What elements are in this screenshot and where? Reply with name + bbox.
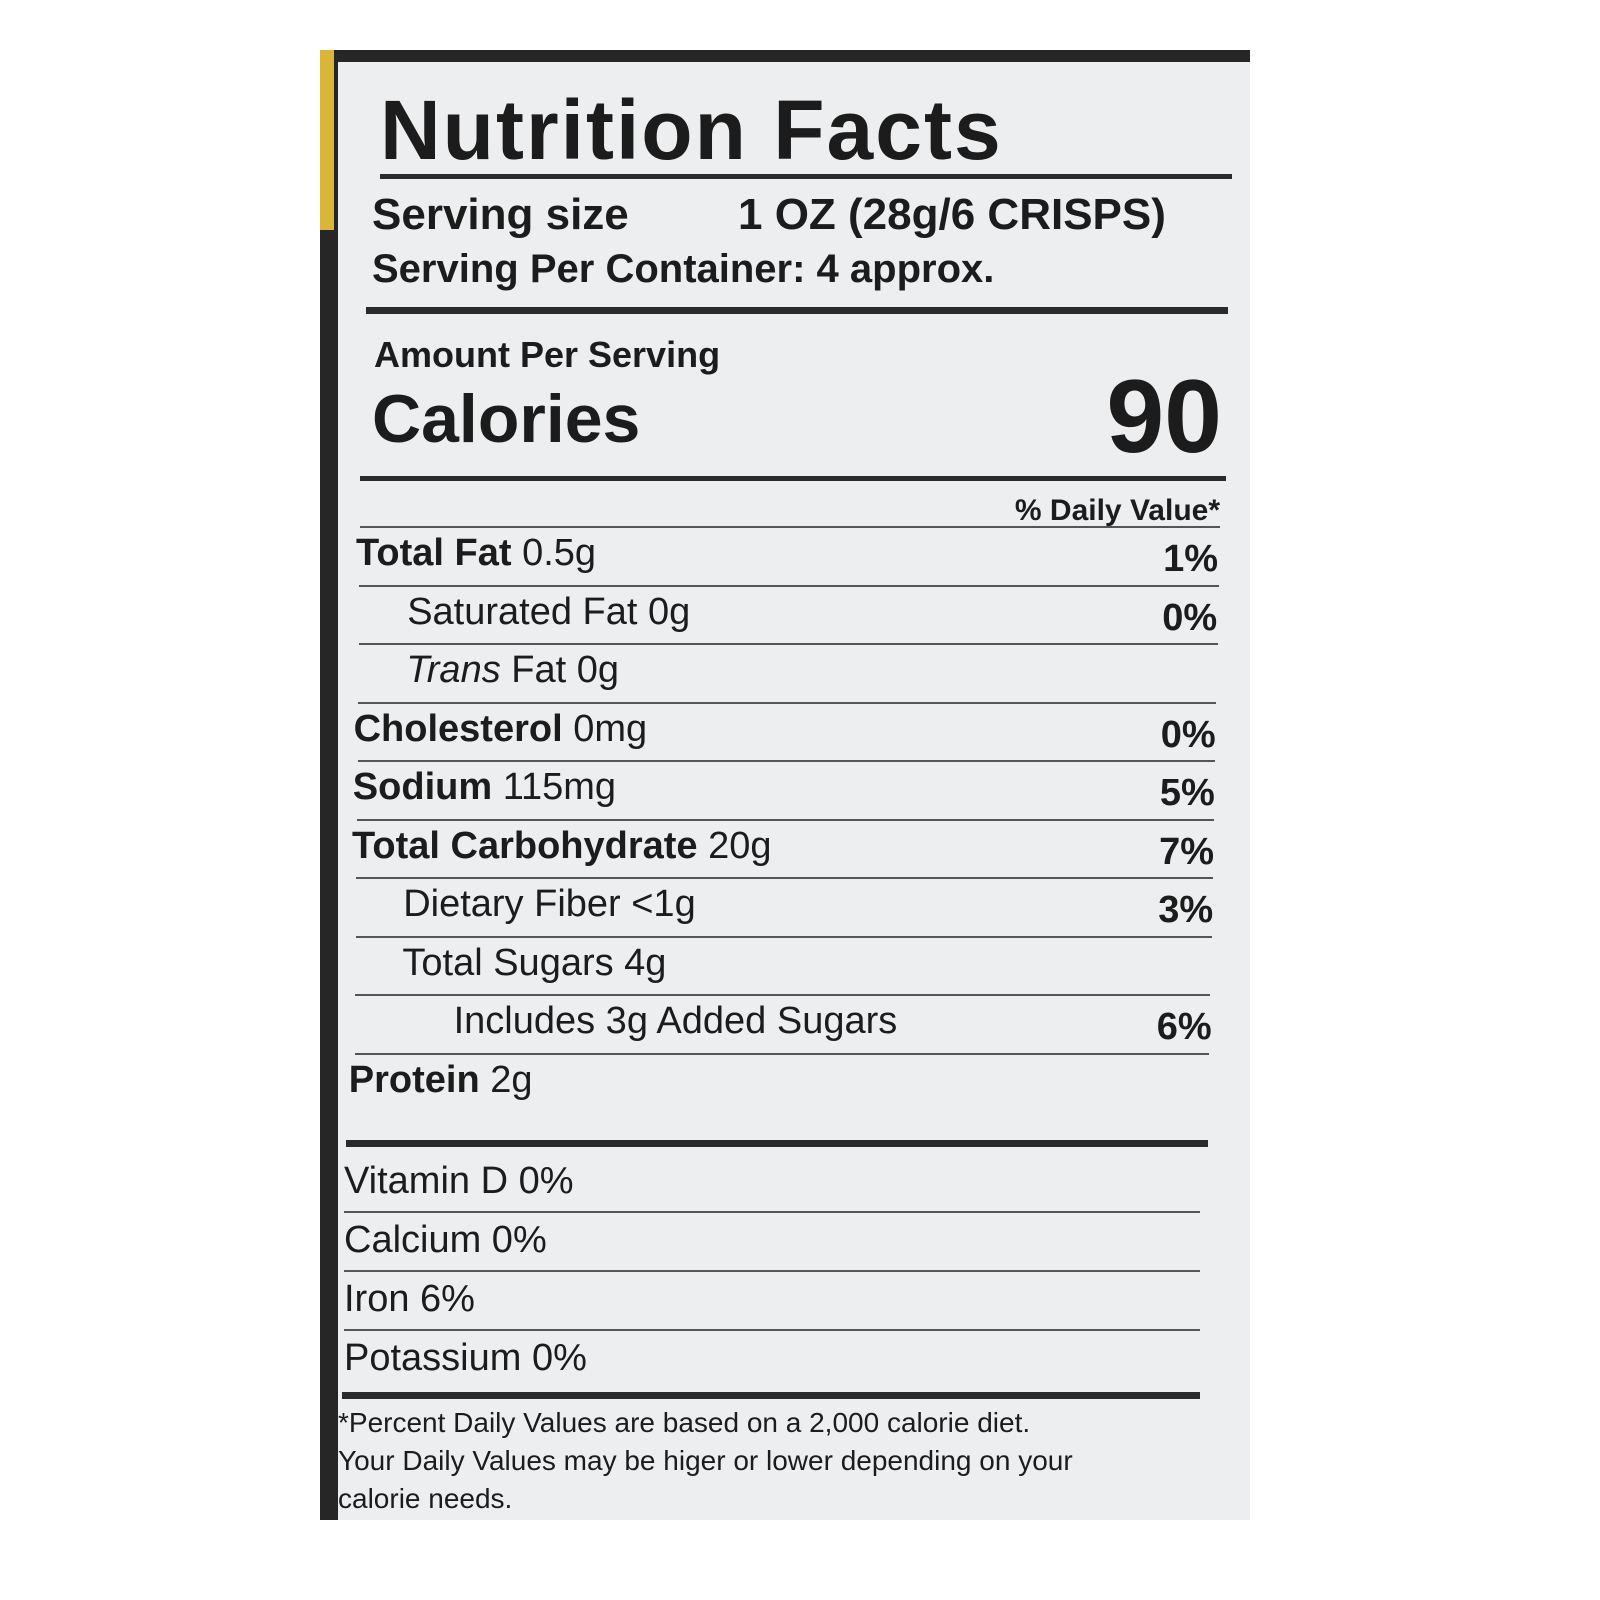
rule [355,994,1211,996]
package-edge [320,50,334,230]
nutrient-name: Total Sugars 4g [402,941,667,984]
nutrient-amount: 2g [490,1058,533,1101]
vitamin: Vitamin D 0% [344,1160,574,1202]
nutrient-italic: Trans [406,649,501,691]
footnote-line: *Percent Daily Values are based on a 2,0… [338,1407,1031,1438]
nutrition-label: Nutrition Facts Serving size 1 OZ (28g/6… [338,62,1250,1520]
daily-value: 1% [1163,538,1218,580]
rule [357,760,1216,762]
vitamin: Potassium 0% [344,1337,587,1379]
nutrient-row: Cholesterol 0mg [354,708,648,751]
daily-value-header: % Daily Value* [1014,494,1220,527]
nutrient-row: Dietary Fiber <1g [403,883,696,926]
calories-value: 90 [1106,359,1222,475]
calories-label: Calories [372,381,641,457]
vitamin: Calcium 0% [344,1219,547,1261]
rule [354,1052,1210,1055]
nutrient-row: Total Sugars 4g [402,942,666,985]
rule [342,1392,1200,1399]
nutrient-amount: 20g [708,824,772,867]
nutrient-name: Protein [348,1058,480,1101]
rule [366,307,1228,314]
rule [380,174,1232,179]
nutrient-amount: 0mg [573,707,648,750]
nutrient-name: Fat 0g [511,649,620,691]
nutrient-name: Saturated Fat 0g [407,590,691,633]
vitamin: Iron 6% [344,1278,475,1320]
nutrient-name: Cholesterol [353,707,563,750]
nutrient-row: Includes 3g Added Sugars [454,1000,898,1043]
label-frame: Nutrition Facts Serving size 1 OZ (28g/6… [320,50,1250,1520]
daily-value: 6% [1156,1006,1212,1048]
rule [360,526,1220,528]
rule [346,1140,1208,1147]
footnote-line: calorie needs. [338,1483,513,1514]
daily-value: 0% [1162,596,1218,639]
nutrient-row: Protein 2g [349,1059,533,1102]
rule [344,1211,1200,1213]
rule [356,877,1213,879]
daily-value: 3% [1158,889,1214,931]
rule [359,584,1219,587]
rule [344,1329,1200,1331]
rule [360,476,1226,481]
footnote-line: Your Daily Values may be higer or lower … [338,1445,1073,1476]
nutrient-row: Total Carbohydrate 20g [352,825,772,868]
nutrient-row: Saturated Fat 0g [407,591,690,634]
rule [358,701,1217,704]
servings-per-container: Serving Per Container: 4 approx. [372,247,995,291]
nutrient-amount: 0.5g [522,532,597,574]
title: Nutrition Facts [380,83,1003,177]
nutrient-row: Sodium 115mg [353,766,616,809]
nutrient-name: Includes 3g Added Sugars [453,1000,898,1042]
nutrient-row: Trans Fat 0g [406,649,619,692]
amount-per-serving: Amount Per Serving [374,334,721,375]
nutrient-name: Sodium [352,766,493,808]
rule [344,1270,1200,1272]
nutrient-amount: 115mg [502,766,617,808]
daily-value: 0% [1160,713,1216,756]
rule [357,818,1214,821]
serving-size-label: Serving size [372,190,629,239]
nutrient-row: Total Fat 0.5g [356,532,596,575]
rule [355,935,1212,938]
rule [358,643,1218,645]
nutrient-name: Total Fat [356,532,512,574]
serving-size-value: 1 OZ (28g/6 CRISPS) [738,190,1166,239]
daily-value: 5% [1159,772,1215,814]
daily-value: 7% [1159,830,1214,873]
nutrient-name: Total Carbohydrate [352,824,698,867]
nutrient-name: Dietary Fiber <1g [403,883,696,925]
